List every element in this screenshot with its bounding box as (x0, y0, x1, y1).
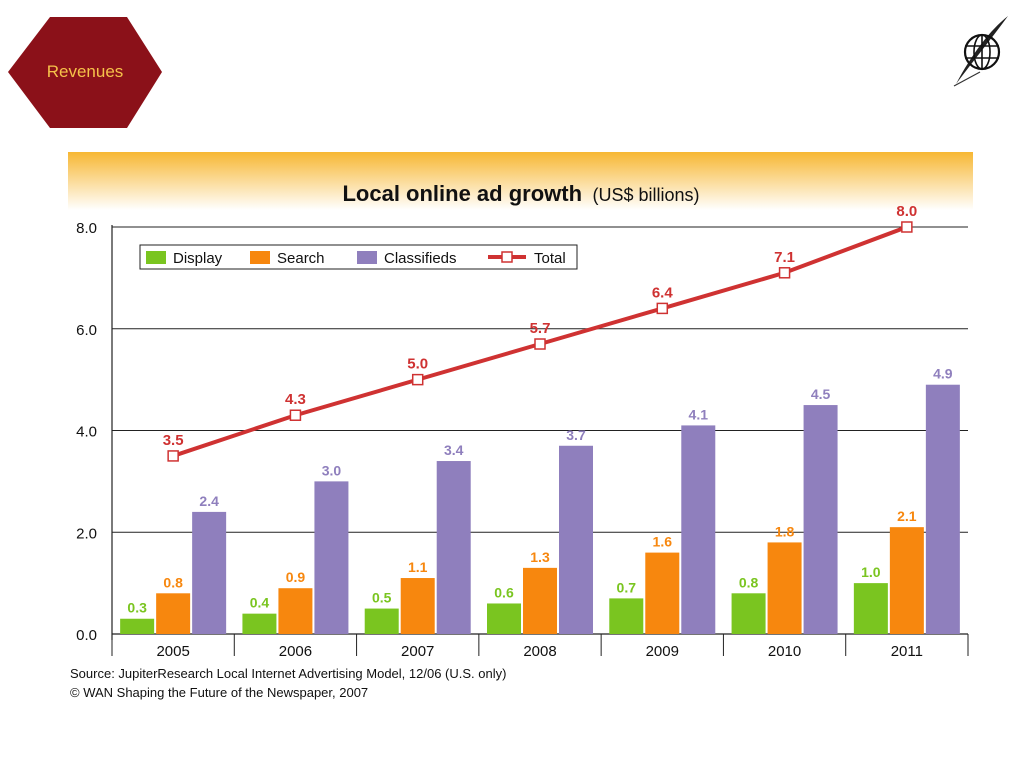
legend-swatch-classifieds (357, 251, 377, 264)
bar-search (767, 542, 802, 634)
bar-value-labels: 0.3 0.4 0.5 0.6 0.7 0.8 1.0 0.8 0.9 1.1 1.3 1.6 1.8 2… (127, 366, 952, 616)
bar-search (400, 578, 435, 634)
value-label-search: 1.6 (653, 534, 673, 550)
value-label-display: 0.8 (739, 574, 759, 590)
value-label-display: 1.0 (861, 564, 881, 580)
source-note: Source: JupiterResearch Local Internet A… (70, 666, 507, 681)
y-tick-label: 6.0 (76, 322, 97, 339)
value-label-search: 1.3 (530, 549, 550, 565)
bars (120, 384, 960, 634)
bar-search (645, 552, 680, 634)
legend-swatch-search (250, 251, 270, 264)
value-label-classifieds: 4.9 (933, 366, 953, 382)
bar-display (609, 598, 644, 634)
x-tick-label: 2011 (891, 643, 923, 660)
x-tick-label: 2005 (156, 643, 189, 660)
bar-search (156, 593, 191, 634)
value-label-total: 3.5 (163, 432, 184, 449)
total-marker (656, 302, 669, 315)
value-label-display: 0.7 (617, 579, 637, 595)
value-label-display: 0.4 (250, 595, 270, 611)
total-marker (534, 338, 546, 350)
value-label-classifieds: 4.1 (689, 406, 709, 422)
bar-classifieds (436, 461, 471, 634)
badge-label: Revenues (47, 62, 124, 81)
bar-classifieds (803, 405, 838, 634)
value-label-search: 1.1 (408, 559, 428, 575)
bar-classifieds (925, 384, 960, 634)
value-label-search: 0.9 (286, 569, 306, 585)
total-marker (778, 267, 791, 279)
total-marker (411, 373, 424, 386)
value-label-classifieds: 3.0 (322, 462, 342, 478)
bar-display (364, 608, 399, 634)
bar-display (487, 603, 521, 634)
value-label-classifieds: 4.5 (811, 386, 831, 402)
total-marker (167, 450, 179, 462)
value-label-total: 4.3 (285, 391, 306, 408)
legend-marker-total (501, 251, 513, 263)
value-label-search: 1.8 (775, 523, 795, 539)
legend-label-search: Search (277, 250, 325, 267)
total-marker (289, 409, 302, 421)
axes: 0.0 2.0 4.0 6.0 8.0 2005 2006 2007 2008 2009 2010 2… (76, 220, 969, 660)
value-label-display: 0.5 (372, 590, 392, 606)
total-line: 3.5 4.3 5.0 5.7 6.4 7.1 8.0 (163, 203, 917, 462)
value-label-display: 0.3 (127, 600, 147, 616)
bar-search (278, 588, 313, 634)
value-label-total: 6.4 (652, 284, 674, 301)
globe-quill-icon (953, 16, 1008, 87)
bar-display (731, 593, 766, 634)
chart-title: Local online ad growth (342, 181, 582, 206)
value-label-classifieds: 3.4 (444, 442, 464, 458)
legend-swatch-display (146, 251, 166, 264)
bar-search (523, 567, 557, 634)
legend-label-display: Display (173, 250, 223, 267)
x-tick-label: 2008 (523, 643, 556, 660)
copyright-note: © WAN Shaping the Future of the Newspape… (70, 685, 369, 700)
value-label-total: 5.7 (530, 320, 551, 337)
value-label-total: 8.0 (896, 203, 917, 220)
bar-classifieds (314, 481, 349, 634)
bar-classifieds (681, 425, 716, 634)
gridlines (112, 226, 968, 533)
value-label-classifieds: 3.7 (566, 427, 586, 443)
value-label-display: 0.6 (494, 584, 514, 600)
y-tick-label: 0.0 (76, 627, 97, 644)
bar-display (853, 583, 888, 634)
bar-display (242, 613, 277, 634)
value-label-search: 0.8 (163, 574, 183, 590)
value-label-total: 5.0 (407, 356, 428, 373)
value-label-total: 7.1 (774, 249, 795, 266)
legend: Display Search Classifieds Total (139, 244, 578, 270)
bar-search (889, 527, 924, 634)
total-marker (901, 221, 913, 233)
revenues-badge: Revenues (8, 17, 162, 128)
value-label-classifieds: 2.4 (199, 493, 219, 509)
x-tick-label: 2006 (279, 643, 312, 660)
x-tick-label: 2007 (401, 643, 434, 660)
y-tick-label: 8.0 (76, 220, 97, 237)
legend-label-classifieds: Classifieds (384, 250, 457, 267)
hexagon-shape (8, 17, 162, 128)
bar-classifieds (192, 511, 227, 634)
y-tick-label: 4.0 (76, 424, 97, 441)
chart-title-group: Local online ad growth (US$ billions) (342, 181, 699, 206)
chart-subtitle: (US$ billions) (592, 185, 699, 205)
x-tick-label: 2009 (646, 643, 679, 660)
bar-classifieds (559, 445, 593, 634)
value-label-search: 2.1 (897, 508, 917, 524)
title-band (68, 152, 973, 210)
x-tick-label: 2010 (768, 643, 801, 660)
bar-display (120, 618, 155, 634)
y-tick-label: 2.0 (76, 525, 97, 542)
legend-label-total: Total (534, 250, 566, 267)
